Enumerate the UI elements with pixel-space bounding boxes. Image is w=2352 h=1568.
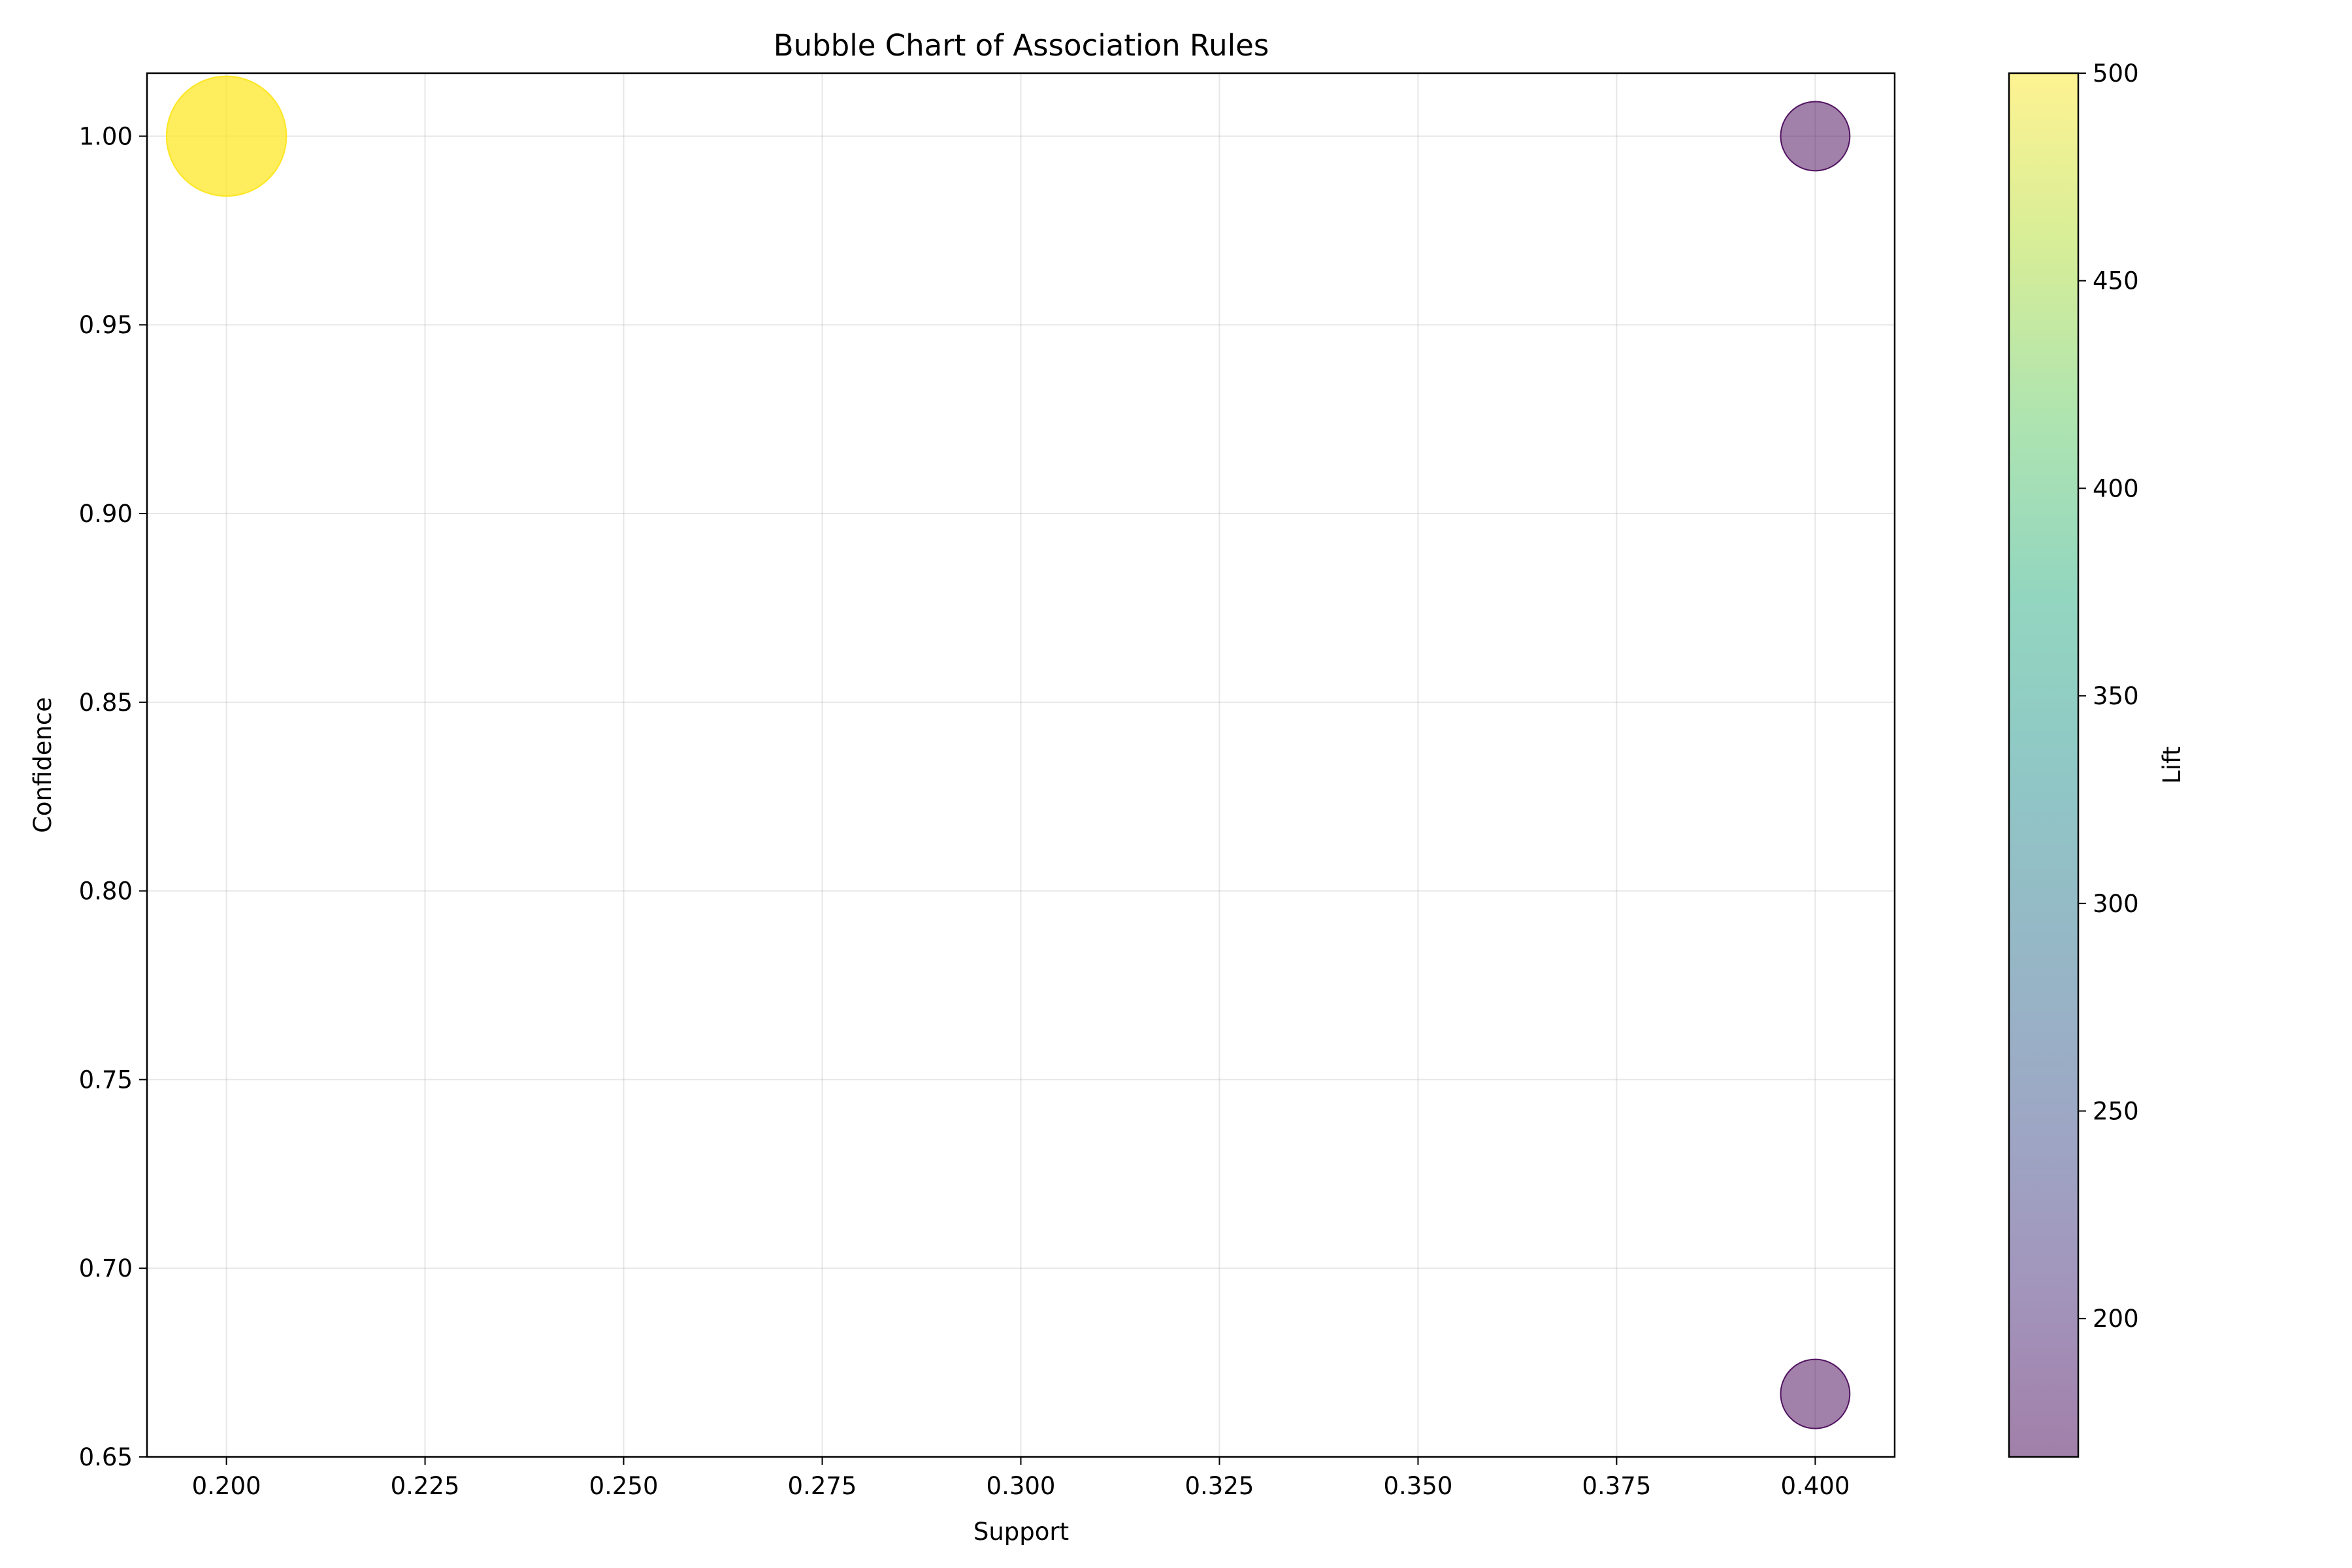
- y-tick-label: 0.85: [79, 689, 133, 717]
- colorbar: [2008, 72, 2080, 1458]
- y-axis-label: Confidence: [29, 697, 57, 833]
- x-tick-label: 0.400: [1780, 1472, 1850, 1500]
- bubble-point: [1780, 101, 1851, 172]
- x-tick-label: 0.325: [1185, 1472, 1254, 1500]
- x-tick-label: 0.350: [1383, 1472, 1452, 1500]
- y-tick-label: 0.80: [79, 877, 133, 906]
- colorbar-ticks: 200 250 300 350 400 450 500: [2078, 59, 2139, 1333]
- colorbar-tick-label: 450: [2093, 267, 2139, 295]
- x-tick-label: 0.300: [987, 1472, 1056, 1500]
- chart-title: Bubble Chart of Association Rules: [774, 28, 1269, 63]
- y-tick-label: 0.70: [79, 1254, 133, 1282]
- y-tick-label: 0.90: [79, 500, 133, 528]
- y-tick-label: 0.75: [79, 1066, 133, 1094]
- bubbles: [165, 75, 1851, 1429]
- colorbar-label: Lift: [2158, 746, 2186, 784]
- colorbar-tick-label: 500: [2093, 59, 2139, 88]
- plot-area: [147, 73, 1895, 1457]
- colorbar-tick-label: 250: [2093, 1098, 2139, 1126]
- bubble-point: [165, 75, 287, 197]
- colorbar-tick-label: 350: [2093, 682, 2139, 710]
- y-axis-ticks: 0.65 0.70 0.75 0.80 0.85 0.90 0.95 1.00: [79, 122, 147, 1471]
- colorbar-tick-label: 400: [2093, 474, 2139, 502]
- y-tick-label: 1.00: [79, 122, 133, 150]
- y-tick-label: 0.65: [79, 1443, 133, 1471]
- colorbar-tick-label: 300: [2093, 890, 2139, 918]
- x-axis-ticks: 0.200 0.225 0.250 0.275 0.300 0.325 0.350 0.375…: [192, 1457, 1850, 1500]
- y-tick-label: 0.95: [79, 311, 133, 339]
- x-tick-label: 0.225: [391, 1472, 460, 1500]
- bubble-point: [1780, 1358, 1851, 1429]
- x-tick-label: 0.375: [1582, 1472, 1651, 1500]
- x-tick-label: 0.275: [788, 1472, 857, 1500]
- x-tick-label: 0.200: [192, 1472, 261, 1500]
- x-axis-label: Support: [973, 1518, 1069, 1546]
- colorbar-tick-label: 200: [2093, 1305, 2139, 1333]
- x-tick-label: 0.250: [589, 1472, 659, 1500]
